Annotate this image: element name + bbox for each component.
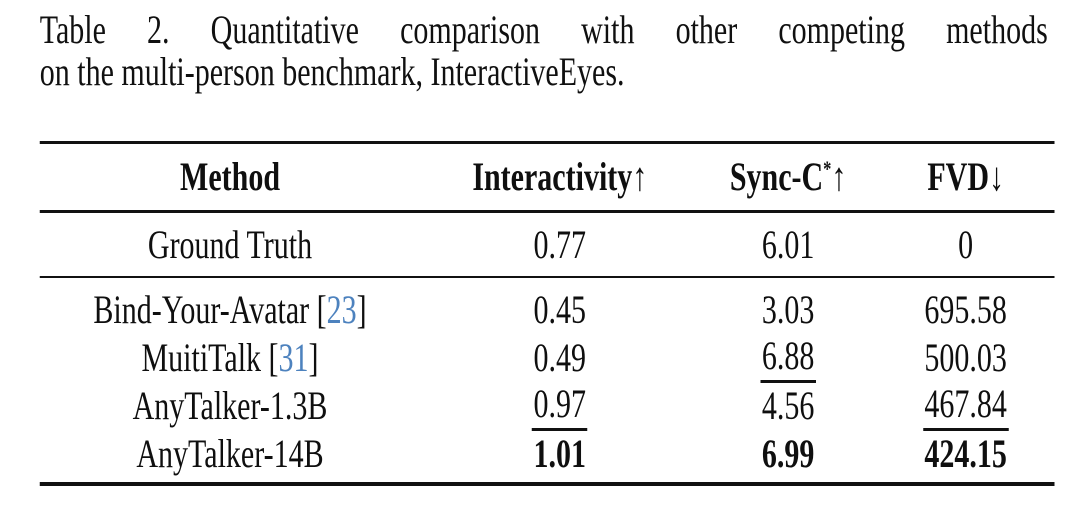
cell-sync-c: 4.56	[699, 384, 877, 428]
table-row: MuitiTalk [31] 0.49 6.88 500.03	[40, 333, 1055, 383]
cell-value: 6.99	[761, 431, 815, 476]
cell-fvd: 467.84	[877, 381, 1055, 431]
column-header-sync-c: Sync-C*↑	[699, 155, 877, 199]
cell-value: 0	[958, 221, 974, 267]
cell-interactivity: 0.45	[420, 288, 699, 332]
cell-value: 0.45	[533, 287, 587, 332]
cell-value: 424.15	[924, 431, 1007, 476]
cell-sync-c: 6.01	[699, 221, 877, 267]
superscript-asterisk: *	[823, 156, 832, 181]
table-row: Bind-Your-Avatar [23] 0.45 3.03 695.58	[40, 286, 1055, 334]
cell-value: 3.03	[761, 287, 815, 332]
cell-value: AnyTalker-14B	[136, 431, 324, 476]
up-arrow-icon: ↑	[831, 154, 847, 199]
cell-fvd: 500.03	[877, 336, 1055, 380]
column-header-interactivity: Interactivity↑	[420, 155, 699, 199]
table-header-row: Method Interactivity↑ Sync-C*↑ FVD↓	[40, 144, 1055, 210]
cell-fvd: 424.15	[877, 432, 1055, 476]
column-header-method: Method	[40, 155, 421, 199]
cell-value: 695.58	[924, 287, 1007, 332]
column-header-label: FVD	[927, 154, 990, 199]
cell-sync-c: 6.88	[699, 333, 877, 383]
up-arrow-icon: ↑	[632, 154, 648, 199]
cell-value: 0.97	[532, 381, 588, 431]
cell-value: MuitiTalk [31]	[141, 335, 319, 380]
cell-value: 6.88	[760, 333, 816, 383]
ground-truth-section: Ground Truth 0.77 6.01 0	[40, 213, 1055, 276]
column-header-fvd: FVD↓	[877, 155, 1055, 199]
column-header-label: Interactivity	[472, 154, 633, 199]
table-caption: Table 2. Quantitative comparison with ot…	[40, 9, 1048, 93]
table-row: AnyTalker-14B 1.01 6.99 424.15	[40, 430, 1055, 478]
cell-value: 6.01	[761, 221, 815, 267]
cell-method: Bind-Your-Avatar [23]	[40, 288, 421, 332]
header-separator-rule	[39, 210, 1055, 213]
caption-line-1: Table 2. Quantitative comparison with ot…	[39, 7, 1048, 52]
cell-value: 0.77	[533, 221, 587, 267]
cell-value: Ground Truth	[147, 221, 313, 267]
cell-value: 467.84	[922, 381, 1009, 431]
cell-sync-c: 6.99	[699, 432, 877, 476]
cell-sync-c: 3.03	[699, 288, 877, 332]
cell-value: 500.03	[924, 335, 1007, 380]
cell-interactivity: 0.77	[420, 221, 699, 267]
table-bottom-rule	[39, 482, 1055, 486]
cell-method: AnyTalker-14B	[40, 432, 421, 476]
down-arrow-icon: ↓	[989, 154, 1005, 199]
table-row: AnyTalker-1.3B 0.97 4.56 467.84	[40, 381, 1055, 431]
cell-value: Bind-Your-Avatar [23]	[93, 287, 367, 332]
methods-section: Bind-Your-Avatar [23] 0.45 3.03 695.58 Muiti…	[40, 278, 1055, 482]
cell-fvd: 695.58	[877, 288, 1055, 332]
cell-interactivity: 1.01	[420, 432, 699, 476]
cell-value: AnyTalker-1.3B	[132, 383, 328, 428]
cell-method: AnyTalker-1.3B	[40, 384, 421, 428]
cell-value: 1.01	[533, 431, 587, 476]
cell-method: MuitiTalk [31]	[40, 336, 421, 380]
cell-interactivity: 0.97	[420, 381, 699, 431]
cell-method: Ground Truth	[40, 221, 421, 267]
cell-value: 0.49	[533, 335, 587, 380]
column-header-label: Method	[180, 154, 281, 199]
cell-fvd: 0	[877, 221, 1055, 267]
results-table: Method Interactivity↑ Sync-C*↑ FVD↓ Ground …	[39, 141, 1055, 486]
table-row: Ground Truth 0.77 6.01 0	[40, 213, 1055, 276]
section-separator-rule	[39, 276, 1055, 278]
column-header-label: Sync-C	[729, 154, 824, 199]
caption-line-2: on the multi-person benchmark, Interacti…	[39, 49, 625, 94]
citation-link[interactable]: 31	[278, 335, 309, 380]
citation-link[interactable]: 23	[326, 287, 357, 332]
cell-value: 4.56	[761, 383, 815, 428]
cell-interactivity: 0.49	[420, 336, 699, 380]
table-top-rule	[39, 141, 1055, 144]
